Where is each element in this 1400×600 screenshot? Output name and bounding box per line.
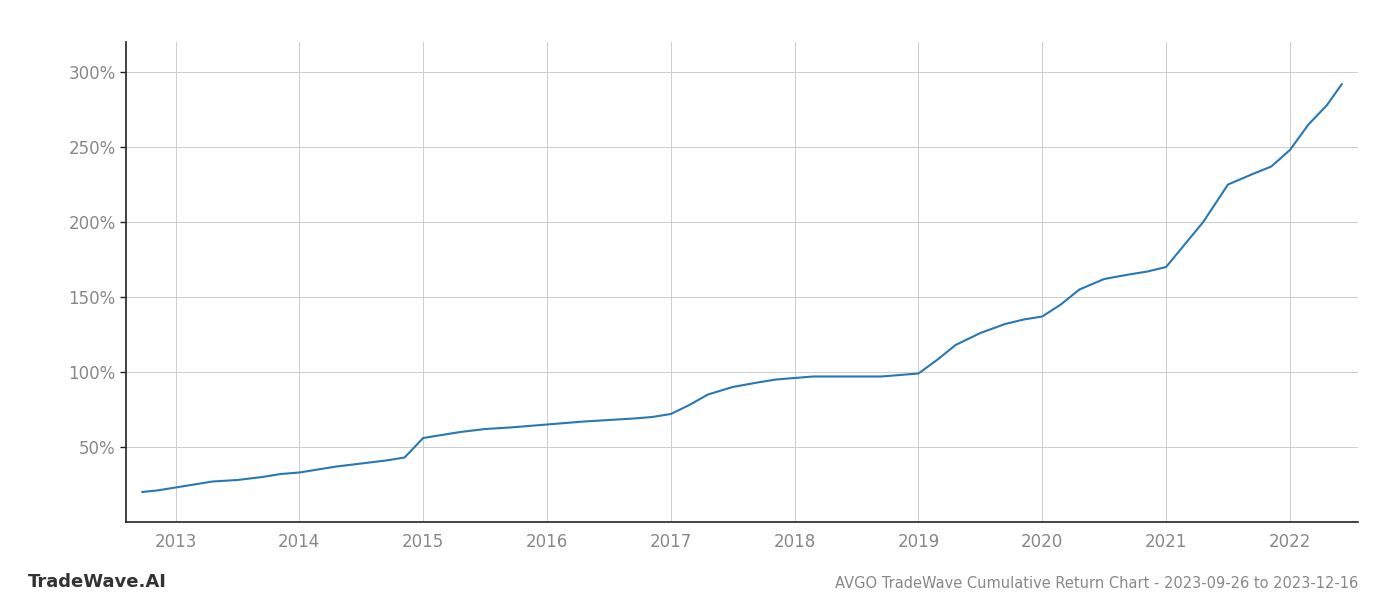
Text: AVGO TradeWave Cumulative Return Chart - 2023-09-26 to 2023-12-16: AVGO TradeWave Cumulative Return Chart -… (834, 576, 1358, 591)
Text: TradeWave.AI: TradeWave.AI (28, 573, 167, 591)
